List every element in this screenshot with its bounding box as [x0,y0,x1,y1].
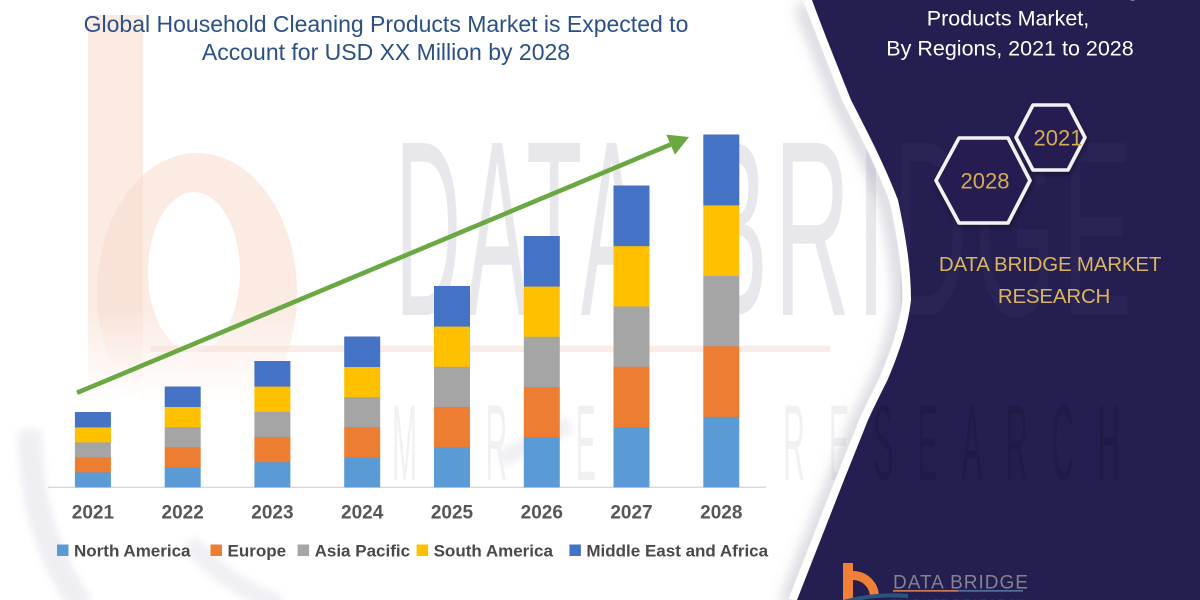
svg-text:RESEARCH: RESEARCH [998,285,1110,308]
svg-text:North America: North America [74,542,191,561]
svg-text:South America: South America [434,542,554,561]
svg-text:Asia Pacific: Asia Pacific [315,542,410,561]
svg-text:Middle East and Africa: Middle East and Africa [586,542,768,561]
svg-text:2028: 2028 [961,169,1010,194]
svg-text:Europe: Europe [228,542,287,561]
svg-text:2023: 2023 [251,503,293,524]
svg-text:2025: 2025 [431,503,474,524]
svg-text:Global Household Cleaning Prod: Global Household Cleaning Products Marke… [84,11,689,37]
svg-text:2022: 2022 [162,503,204,524]
svg-text:2026: 2026 [521,503,563,524]
svg-text:MARKET RESEARCH: MARKET RESEARCH [893,598,1026,600]
svg-text:2021: 2021 [1034,126,1083,151]
svg-text:2021: 2021 [72,503,115,524]
svg-text:DATA: DATA [395,89,647,368]
svg-text:DATA BRIDGE: DATA BRIDGE [893,573,1029,594]
svg-text:2027: 2027 [610,503,652,524]
svg-text:By Regions, 2021 to 2028: By Regions, 2021 to 2028 [886,37,1133,61]
svg-text:Products Market,: Products Market, [927,7,1090,31]
svg-text:Account for USD XX Million by: Account for USD XX Million by 2028 [202,39,570,65]
svg-text:Global Household Cleaning: Global Household Cleaning [877,0,1139,1]
svg-text:2024: 2024 [341,503,384,524]
svg-text:MARKET: MARKET [392,382,662,503]
svg-text:2028: 2028 [700,503,742,524]
svg-text:DATA BRIDGE MARKET: DATA BRIDGE MARKET [939,253,1162,276]
